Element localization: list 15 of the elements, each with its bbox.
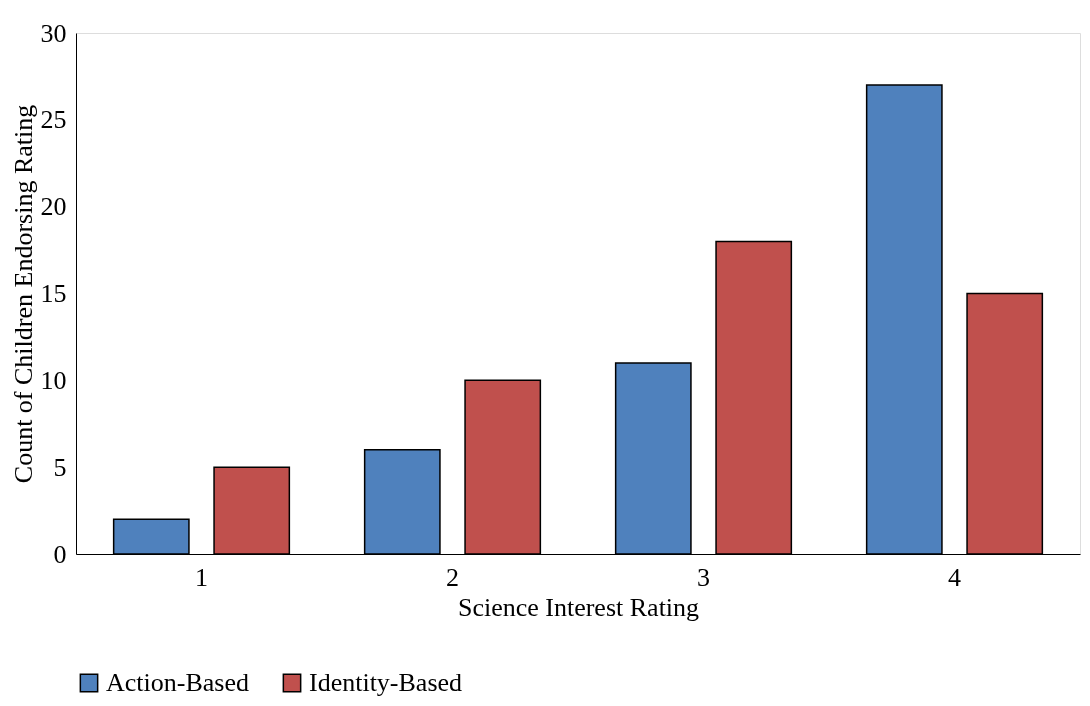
y-tick-label: 30 (40, 18, 67, 48)
legend-label: Action-Based (106, 668, 249, 697)
x-tick-label: 4 (948, 562, 961, 592)
y-tick-label: 5 (53, 452, 67, 482)
legend-label: Identity-Based (309, 668, 463, 697)
y-tick-label: 25 (40, 105, 67, 135)
y-tick-label: 0 (53, 539, 67, 569)
x-tick-label: 1 (195, 562, 208, 592)
y-tick-label: 10 (40, 365, 67, 395)
y-tick-label: 15 (40, 279, 67, 308)
y-axis-title: Count of Children Endorsing Rating (8, 104, 38, 484)
x-tick-label: 3 (697, 562, 710, 592)
y-tick-label: 20 (40, 192, 67, 222)
x-axis-title: Science Interest Rating (457, 592, 700, 622)
x-tick-label: 2 (446, 562, 459, 592)
